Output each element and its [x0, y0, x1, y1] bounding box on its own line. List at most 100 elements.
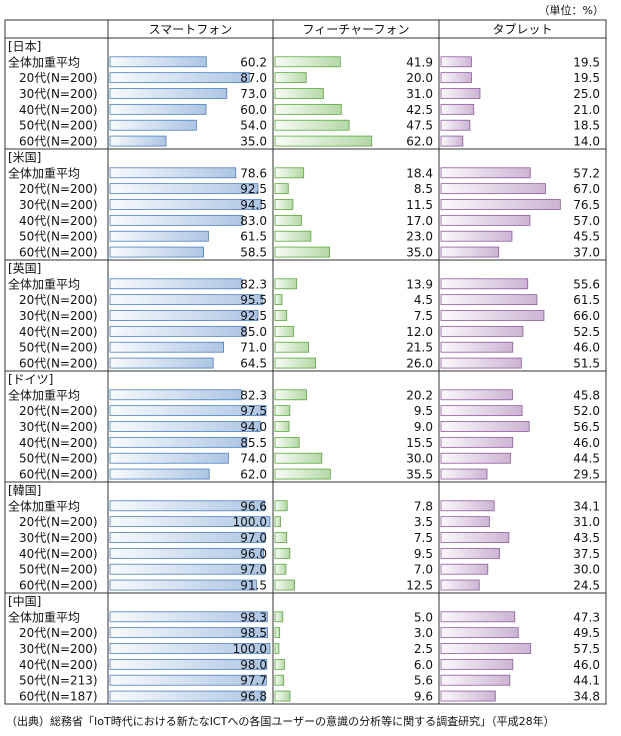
- bar: [274, 72, 307, 84]
- value-label: 25.0: [573, 87, 600, 101]
- row-label: 50代(N=200): [19, 563, 98, 577]
- value-label: 94.5: [240, 198, 267, 212]
- value-label: 7.5: [414, 531, 433, 545]
- value-label: 82.3: [240, 388, 267, 402]
- value-label: 19.5: [573, 71, 600, 85]
- bar: [109, 135, 167, 147]
- value-label: 30.0: [406, 452, 433, 466]
- value-label: 73.0: [240, 87, 267, 101]
- row-label: 全体加重平均: [8, 498, 80, 513]
- value-label: 67.0: [573, 182, 600, 196]
- bar: [440, 72, 472, 84]
- value-label: 19.5: [573, 55, 600, 69]
- value-label: 6.0: [414, 658, 433, 672]
- value-label: 9.6: [414, 690, 433, 704]
- value-label: 57.2: [573, 166, 600, 180]
- value-label: 78.6: [240, 166, 267, 180]
- value-label: 34.1: [573, 499, 600, 513]
- bar: [440, 183, 546, 195]
- value-label: 4.5: [414, 293, 433, 307]
- bar: [274, 183, 289, 195]
- row-label: 20代(N=200): [19, 71, 98, 85]
- bar: [440, 421, 530, 432]
- row-label: 40代(N=200): [19, 325, 98, 339]
- value-label: 17.0: [406, 214, 433, 228]
- value-label: 15.5: [406, 436, 433, 450]
- bar: [440, 658, 514, 670]
- row-label: 全体加重平均: [8, 609, 80, 624]
- bar: [109, 405, 267, 417]
- value-label: 12.0: [406, 325, 433, 339]
- value-label: 76.5: [573, 198, 600, 212]
- unit-note: （単位：%）: [539, 3, 604, 17]
- bar: [440, 452, 511, 464]
- bar: [109, 294, 264, 306]
- bar: [109, 436, 248, 448]
- value-label: 47.5: [406, 119, 433, 133]
- row-label: 60代(N=200): [19, 246, 98, 260]
- bar: [440, 468, 488, 480]
- row-label: 40代(N=200): [19, 214, 98, 228]
- value-label: 92.5: [240, 182, 267, 196]
- value-label: 46.0: [573, 341, 600, 355]
- bar: [274, 500, 288, 512]
- value-label: 37.5: [573, 547, 600, 561]
- value-label: 97.0: [240, 563, 267, 577]
- bar: [274, 643, 280, 654]
- value-label: 61.5: [240, 230, 267, 244]
- bar: [274, 468, 331, 480]
- bar: [274, 325, 295, 337]
- row-label: 50代(N=213): [19, 674, 98, 688]
- value-label: 9.0: [414, 420, 433, 434]
- value-label: 18.4: [406, 166, 433, 180]
- bar: [440, 436, 514, 448]
- group-name: [日本]: [8, 39, 41, 53]
- bar: [440, 246, 500, 258]
- value-label: 41.9: [406, 55, 433, 69]
- value-label: 26.0: [406, 357, 433, 371]
- value-label: 12.5: [406, 579, 433, 593]
- value-label: 3.0: [414, 626, 433, 640]
- row-label: 40代(N=200): [19, 436, 98, 450]
- bar: [274, 627, 281, 639]
- bar: [274, 167, 305, 179]
- value-label: 87.0: [240, 71, 267, 85]
- bar: [440, 532, 510, 543]
- value-label: 55.6: [573, 277, 600, 291]
- bar: [440, 643, 532, 654]
- bar: [274, 294, 283, 306]
- bar: [440, 119, 471, 131]
- bar: [109, 119, 197, 131]
- value-label: 97.0: [240, 531, 267, 545]
- bar: [274, 516, 281, 528]
- value-label: 31.0: [573, 515, 600, 529]
- bar: [440, 310, 545, 321]
- value-label: 37.0: [573, 246, 600, 260]
- value-label: 100.0: [233, 515, 267, 529]
- bar: [109, 452, 229, 464]
- bar: [440, 563, 489, 575]
- column-header: スマートフォン: [149, 23, 233, 37]
- bar: [274, 278, 298, 290]
- bar: [274, 389, 307, 401]
- value-label: 20.0: [406, 71, 433, 85]
- group-name: [ドイツ]: [8, 372, 53, 386]
- bar: [109, 230, 209, 242]
- bar: [109, 674, 267, 686]
- bar: [109, 246, 204, 258]
- bar: [109, 611, 268, 623]
- value-label: 43.5: [573, 531, 600, 545]
- row-label: 60代(N=187): [19, 690, 98, 704]
- value-label: 9.5: [414, 404, 433, 418]
- bar: [274, 230, 312, 242]
- row-label: 50代(N=200): [19, 230, 98, 244]
- bar: [274, 611, 284, 623]
- value-label: 61.5: [573, 293, 600, 307]
- row-label: 20代(N=200): [19, 293, 98, 307]
- bar: [109, 468, 210, 480]
- value-label: 57.0: [573, 214, 600, 228]
- value-label: 11.5: [406, 198, 433, 212]
- row-label: 30代(N=200): [19, 420, 98, 434]
- value-label: 52.0: [573, 404, 600, 418]
